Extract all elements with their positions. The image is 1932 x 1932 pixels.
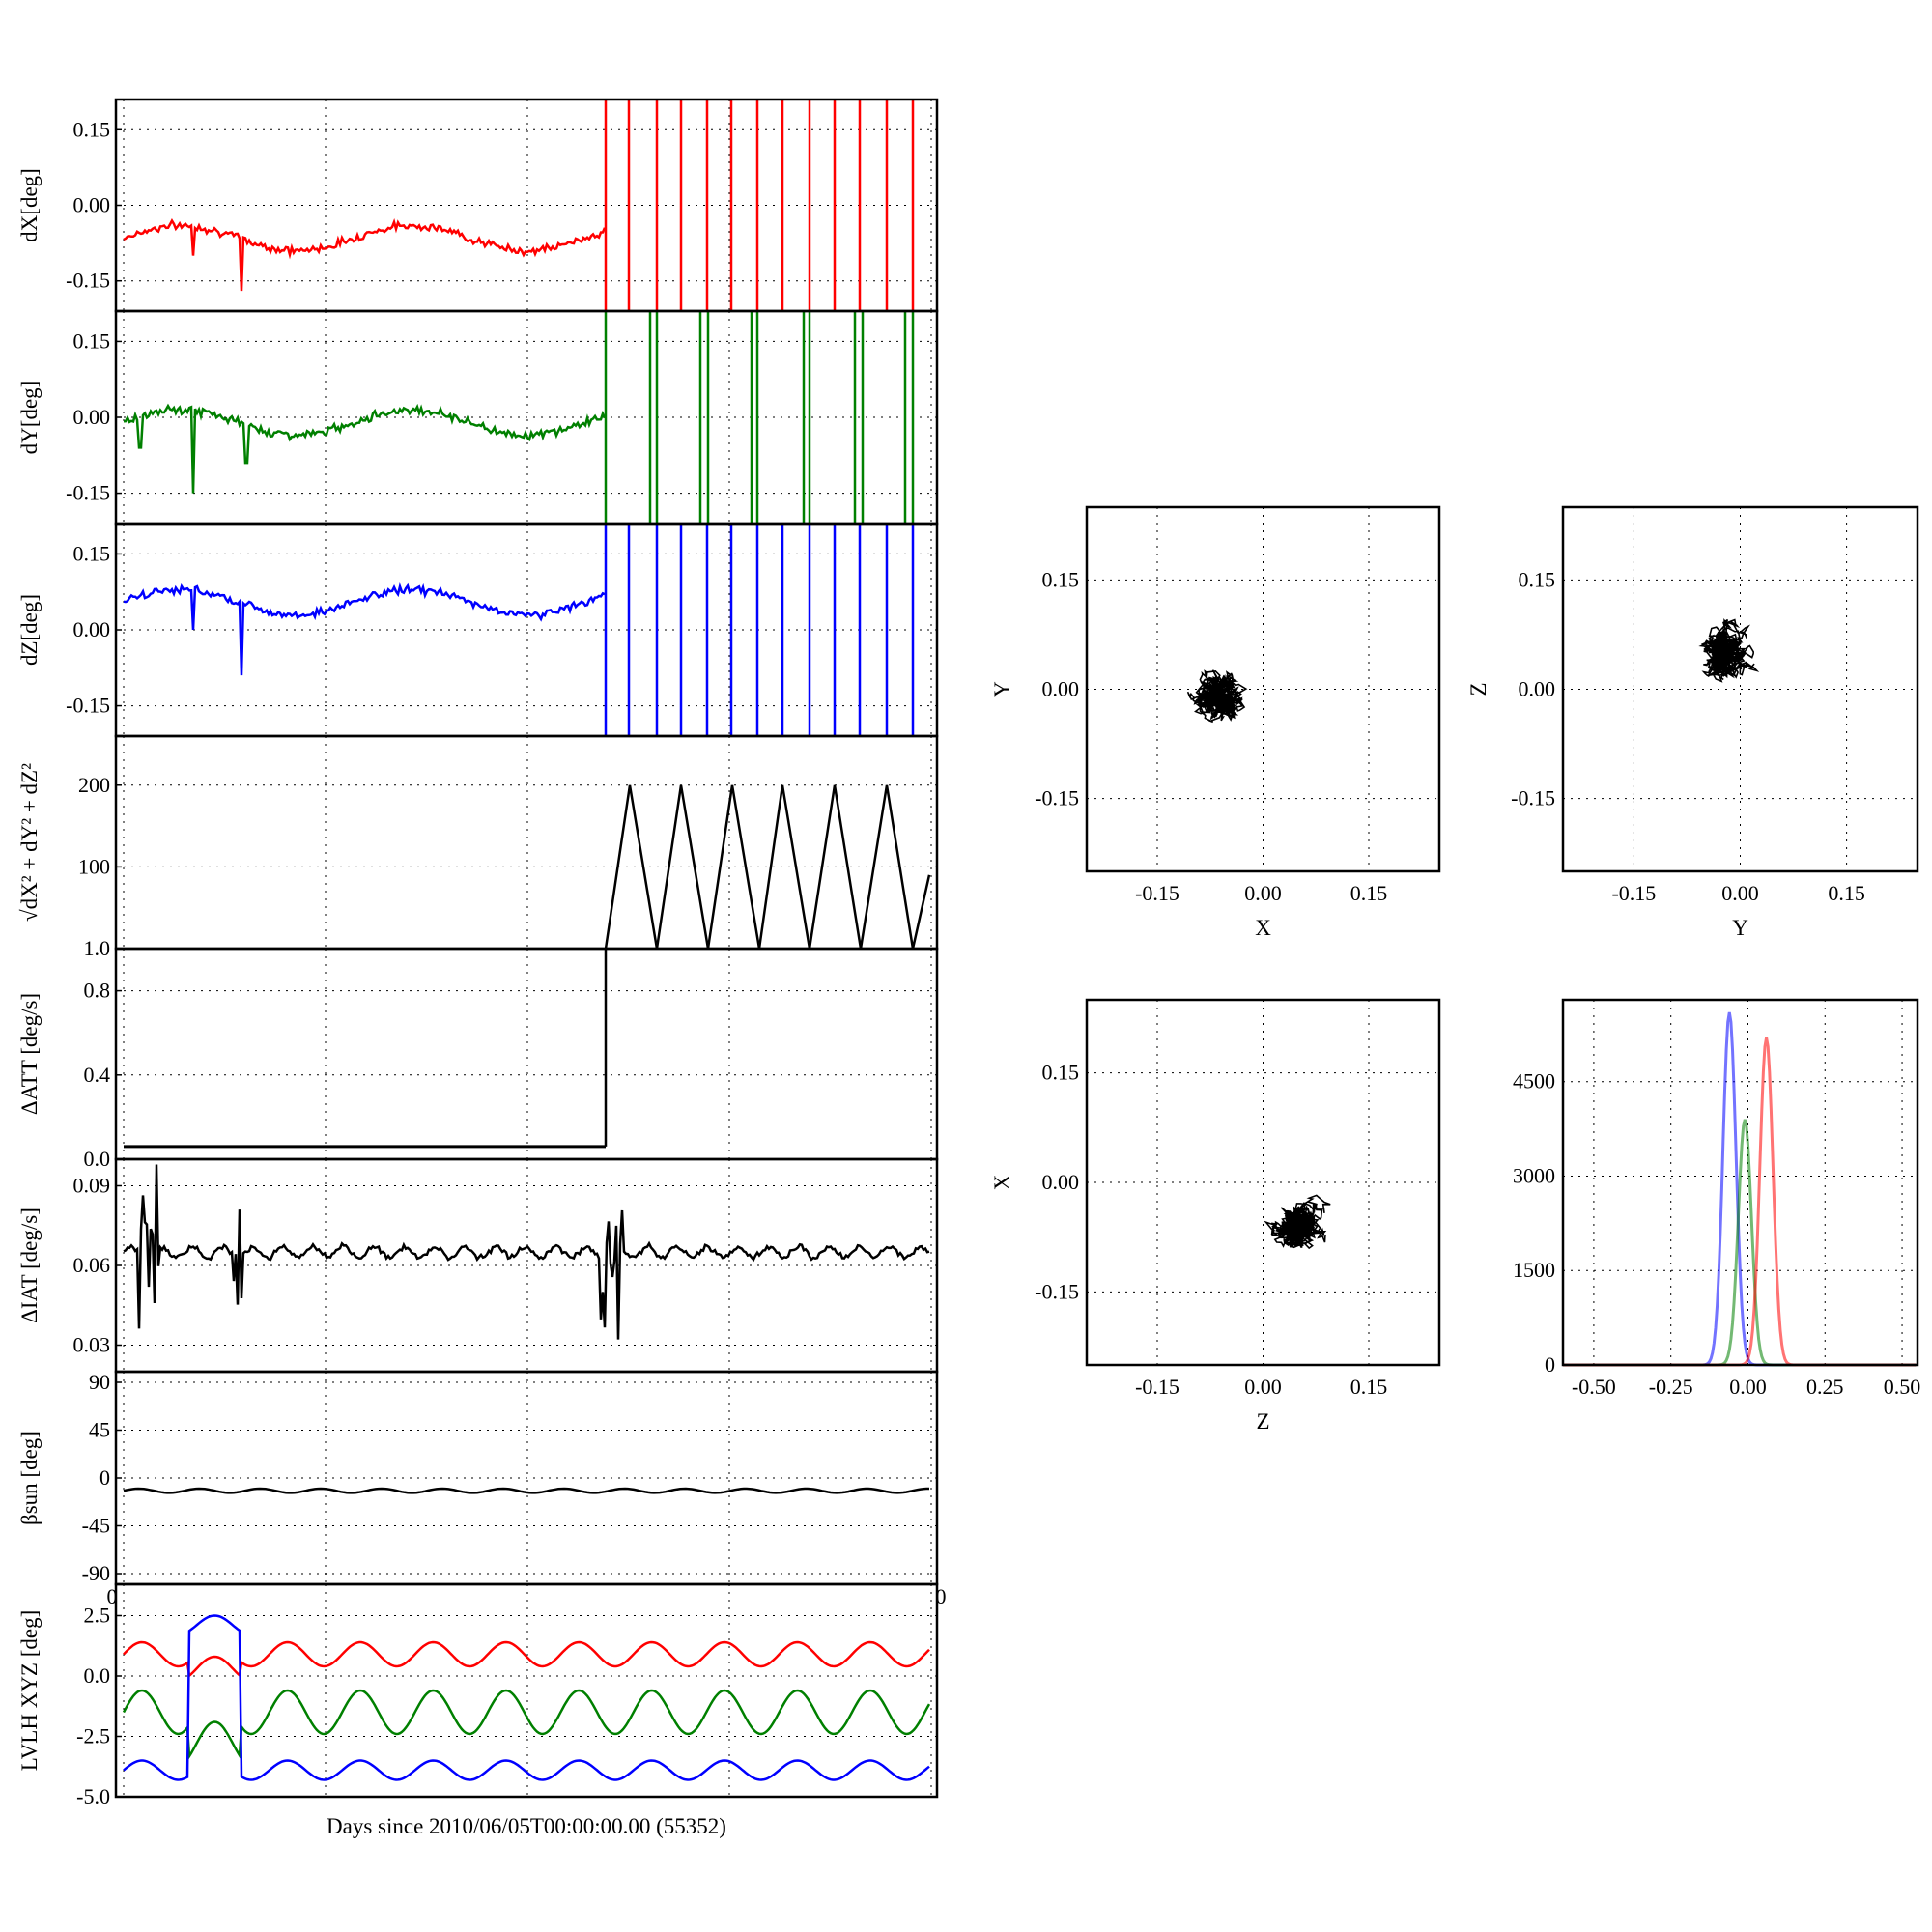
- x-tick-label: 0.15: [1828, 881, 1865, 905]
- y-axis-label-yz: Z: [1466, 682, 1491, 696]
- y-tick-label: 0.15: [1519, 567, 1556, 591]
- dx-series: [123, 217, 607, 292]
- beta-series: [123, 1487, 929, 1494]
- y-tick-label: 0.00: [73, 193, 111, 217]
- panel-frame-yz: [1561, 505, 1919, 873]
- lvlh-x-series: [123, 1640, 930, 1679]
- x-tick-label: 0.00: [1721, 881, 1759, 905]
- panel-frame-datt: [114, 947, 939, 1161]
- y-tick-label: 0.09: [73, 1174, 111, 1198]
- y-tick-label: 200: [78, 773, 110, 797]
- lvlh-y-series: [122, 1689, 931, 1760]
- panel-frame-lvlh: [114, 1582, 939, 1799]
- y-tick-label: -2.5: [76, 1724, 110, 1748]
- y-tick-label: 0: [99, 1465, 110, 1490]
- y-tick-label: -0.15: [1511, 786, 1555, 810]
- x-axis-label-xy: X: [1255, 916, 1271, 940]
- lvlh-z-series: [123, 1614, 930, 1781]
- x-tick-label: 0.25: [1806, 1375, 1844, 1399]
- y-axis-label-mag: √dX² + dY² + dZ²: [17, 763, 42, 922]
- grid-layer: [116, 99, 1918, 1798]
- y-axis-label-dX: dX[deg]: [17, 168, 42, 242]
- y-tick-label: -90: [82, 1561, 110, 1585]
- y-axis-label-beta: βsun [deg]: [17, 1431, 42, 1525]
- scatter-trace-xy: [1186, 669, 1248, 724]
- x-tick-label: -0.25: [1649, 1375, 1693, 1399]
- y-tick-label: 0.8: [84, 979, 111, 1003]
- x-axis-label-yz: Y: [1732, 916, 1748, 940]
- y-tick-label: 4500: [1513, 1069, 1555, 1094]
- y-tick-label: 2.5: [84, 1604, 111, 1628]
- y-tick-label: 0.06: [73, 1253, 111, 1277]
- x-tick-label: -0.15: [1135, 1375, 1179, 1399]
- frame-layer: [114, 98, 1919, 1799]
- y-tick-label: 1.0: [84, 936, 111, 960]
- x-tick-label: 0.15: [1350, 881, 1388, 905]
- y-tick-label: 0.15: [73, 328, 111, 353]
- y-axis-label-datt: ΔATT [deg/s]: [17, 993, 42, 1115]
- y-tick-label: 0.15: [1042, 567, 1080, 591]
- x-tick-label: 0: [107, 1584, 118, 1608]
- magnitude-series: [604, 784, 931, 950]
- x-tick-label: -0.15: [1611, 881, 1656, 905]
- y-tick-label: -0.15: [1035, 786, 1079, 810]
- x-tick-label: 0.00: [1729, 1375, 1767, 1399]
- y-tick-label: 0.00: [1042, 677, 1080, 701]
- x-axis-label: Days since 2010/06/05T00:00:00.00 (55352…: [327, 1814, 726, 1838]
- y-tick-label: -0.15: [66, 694, 110, 718]
- y-tick-label: 0: [1545, 1352, 1555, 1377]
- scatter-trace-yz: [1698, 617, 1760, 683]
- y-axis-label-zx: X: [990, 1174, 1014, 1190]
- x-tick-label: 0.15: [1350, 1375, 1388, 1399]
- y-tick-label: 3000: [1513, 1163, 1555, 1187]
- x-tick-label: -0.50: [1572, 1375, 1616, 1399]
- y-tick-label: 0.15: [73, 117, 111, 141]
- y-tick-label: -0.15: [66, 481, 110, 505]
- data-layer: [122, 99, 1917, 1781]
- y-tick-label: -0.15: [66, 269, 110, 293]
- x-axis-label-zx: Z: [1256, 1409, 1269, 1434]
- scatter-trace-zx: [1264, 1194, 1331, 1250]
- y-tick-label: 0.15: [73, 541, 111, 565]
- x-tick-label: -0.15: [1135, 881, 1179, 905]
- panel-frame-xy: [1085, 505, 1441, 873]
- y-tick-label: 0.00: [1519, 677, 1556, 701]
- x-tick-label: 0.50: [1884, 1375, 1921, 1399]
- y-tick-label: 0.00: [73, 405, 111, 429]
- y-axis-label-diat: ΔIAT [deg/s]: [17, 1208, 42, 1323]
- dz-series: [123, 582, 606, 676]
- y-tick-label: -0.15: [1035, 1279, 1079, 1303]
- y-axis-label-dZ: dZ[deg]: [17, 594, 42, 666]
- y-tick-label: 90: [89, 1370, 110, 1394]
- y-tick-label: 0.00: [73, 617, 111, 641]
- panel-frame-zx: [1085, 998, 1441, 1367]
- y-axis-label-lvlh: LVLH XYZ [deg]: [17, 1610, 42, 1772]
- y-tick-label: 0.0: [84, 1147, 111, 1171]
- y-tick-label: 0.0: [84, 1663, 111, 1688]
- panel-frame-hist: [1561, 998, 1919, 1367]
- y-axis-label-dY: dY[deg]: [17, 381, 42, 455]
- diat-series: [123, 1164, 930, 1340]
- y-tick-label: 1500: [1513, 1258, 1555, 1282]
- y-tick-label: 0.4: [84, 1063, 111, 1087]
- x-tick-label: 0.00: [1244, 1375, 1282, 1399]
- x-tick-label: 0: [936, 1584, 947, 1608]
- dy-series: [123, 403, 607, 494]
- y-tick-label: 0.03: [73, 1333, 111, 1357]
- y-tick-label: -45: [82, 1514, 110, 1538]
- y-tick-label: -5.0: [76, 1784, 110, 1808]
- y-tick-label: 0.15: [1042, 1061, 1080, 1085]
- y-tick-label: 100: [78, 854, 110, 878]
- y-axis-label-xy: Y: [990, 681, 1014, 697]
- label-layer: 0.150.00-0.15dX[deg]0.150.00-0.15dY[deg]…: [17, 117, 1920, 1808]
- x-tick-label: 0.00: [1244, 881, 1282, 905]
- y-tick-label: 45: [89, 1418, 110, 1442]
- y-tick-label: 0.00: [1042, 1170, 1080, 1194]
